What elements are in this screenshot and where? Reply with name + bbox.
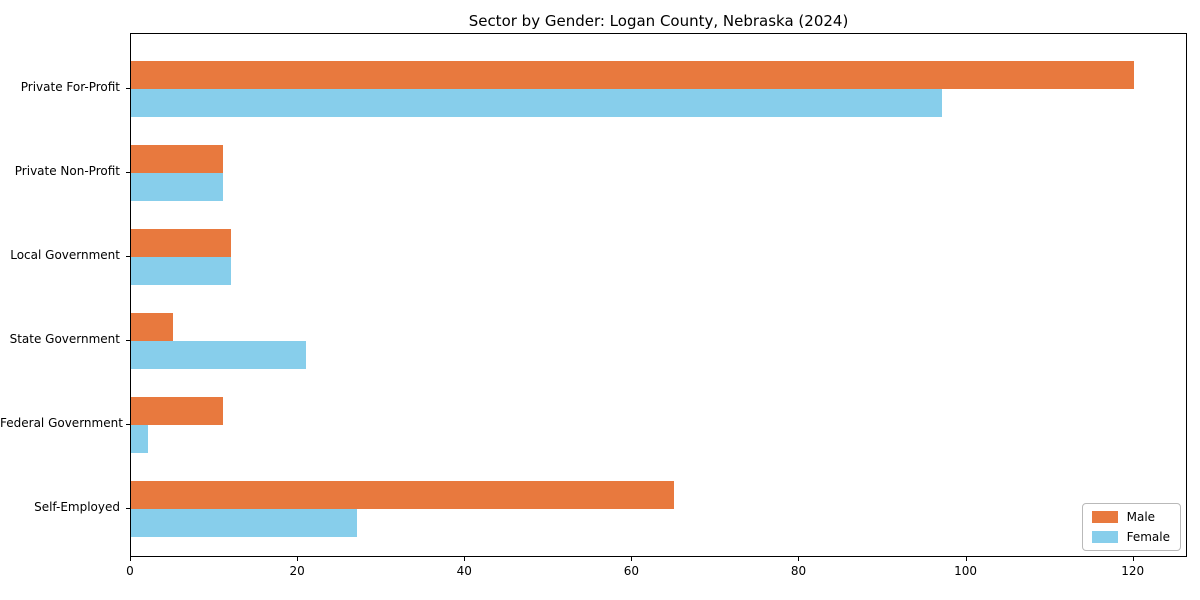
bar-male [131,313,173,341]
x-tick [297,557,299,561]
bar-male [131,397,223,425]
bar-female [131,341,307,369]
x-tick [1132,557,1134,561]
y-tick [126,424,130,425]
x-tick-label: 40 [456,564,472,578]
legend-item: Male [1091,510,1170,524]
legend-label: Male [1126,510,1156,524]
bar-male [131,145,223,173]
bar-female [131,257,232,285]
y-tick [126,508,130,509]
x-tick [631,557,633,561]
y-tick [126,256,130,257]
legend-swatch [1091,531,1118,543]
x-tick [464,557,466,561]
bar-male [131,229,232,257]
y-tick [126,172,130,173]
legend: Male Female [1081,503,1181,551]
y-axis: Private For-Profit Private Non-Profit Loca… [0,33,130,557]
x-tick-label: 100 [954,564,978,578]
legend-swatch [1091,511,1118,523]
bar-male [131,61,1134,89]
x-tick-label: 80 [790,564,807,578]
y-tick-label: Self-Employed [34,500,120,514]
legend-item: Female [1091,530,1170,544]
y-tick [126,88,130,89]
plot-area: Male Female [130,33,1187,557]
bar-female [131,509,357,537]
y-tick-label: State Government [9,332,120,346]
bar-female [131,425,148,453]
x-tick-label: 20 [289,564,305,578]
y-tick-label: Local Government [10,248,120,262]
chart-title: Sector by Gender: Logan County, Nebraska… [468,12,849,30]
bar-female [131,89,942,117]
x-tick [965,557,967,561]
bar-male [131,481,675,509]
x-tick-label: 0 [126,564,134,578]
x-tick [798,557,800,561]
x-tick [130,557,131,561]
x-axis: 0 20 40 60 80 100 120 [126,557,1187,587]
y-tick-label: Private For-Profit [20,80,120,94]
x-tick-label: 120 [1121,564,1145,578]
y-tick-label: Federal Government [0,416,123,430]
x-tick-label: 60 [623,564,639,578]
y-tick-label: Private Non-Profit [14,164,120,178]
legend-label: Female [1126,530,1170,544]
bar-female [131,173,223,201]
y-tick [126,340,130,341]
